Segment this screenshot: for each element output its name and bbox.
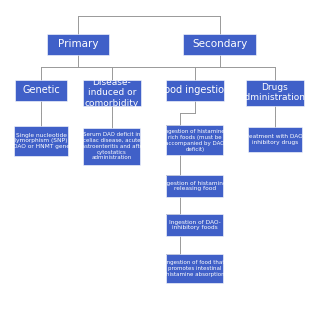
Text: Disease-
induced or
comorbidity: Disease- induced or comorbidity (85, 78, 139, 108)
FancyBboxPatch shape (246, 80, 304, 106)
Text: Secondary: Secondary (192, 39, 247, 49)
Text: Primary: Primary (58, 39, 98, 49)
FancyBboxPatch shape (84, 128, 140, 164)
Text: Genetic: Genetic (22, 85, 60, 95)
FancyBboxPatch shape (14, 126, 68, 156)
Text: Treatment with DAO-
inhibitory drugs: Treatment with DAO- inhibitory drugs (244, 134, 305, 145)
Text: Food ingestion: Food ingestion (159, 85, 230, 95)
FancyBboxPatch shape (166, 125, 223, 156)
FancyBboxPatch shape (166, 254, 223, 283)
FancyBboxPatch shape (166, 214, 223, 236)
Text: Ingestion of histamine-
rich foods (must be
accompanied by DAO
deficit): Ingestion of histamine- rich foods (must… (163, 129, 227, 152)
FancyBboxPatch shape (183, 34, 256, 54)
Text: Ingestion of histamine-
releasing food: Ingestion of histamine- releasing food (161, 180, 229, 191)
FancyBboxPatch shape (47, 34, 109, 54)
Text: Ingestion of DAO-
inhibitory foods: Ingestion of DAO- inhibitory foods (169, 220, 221, 230)
FancyBboxPatch shape (83, 80, 141, 106)
Text: Single nucleotide
polymorphism (SNP) in
DAO or HNMT gene: Single nucleotide polymorphism (SNP) in … (7, 133, 75, 149)
FancyBboxPatch shape (248, 127, 302, 152)
FancyBboxPatch shape (166, 80, 224, 100)
Text: Ingestion of food that
promotes intestinal
histamine absorption: Ingestion of food that promotes intestin… (165, 260, 225, 277)
Text: Drugs
administration?: Drugs administration? (240, 83, 310, 102)
FancyBboxPatch shape (166, 175, 223, 197)
FancyBboxPatch shape (15, 80, 67, 100)
Text: Serum DAO deficit in
celiac disease, acute
gastroenteritis and after
cytostatics: Serum DAO deficit in celiac disease, acu… (78, 132, 146, 160)
